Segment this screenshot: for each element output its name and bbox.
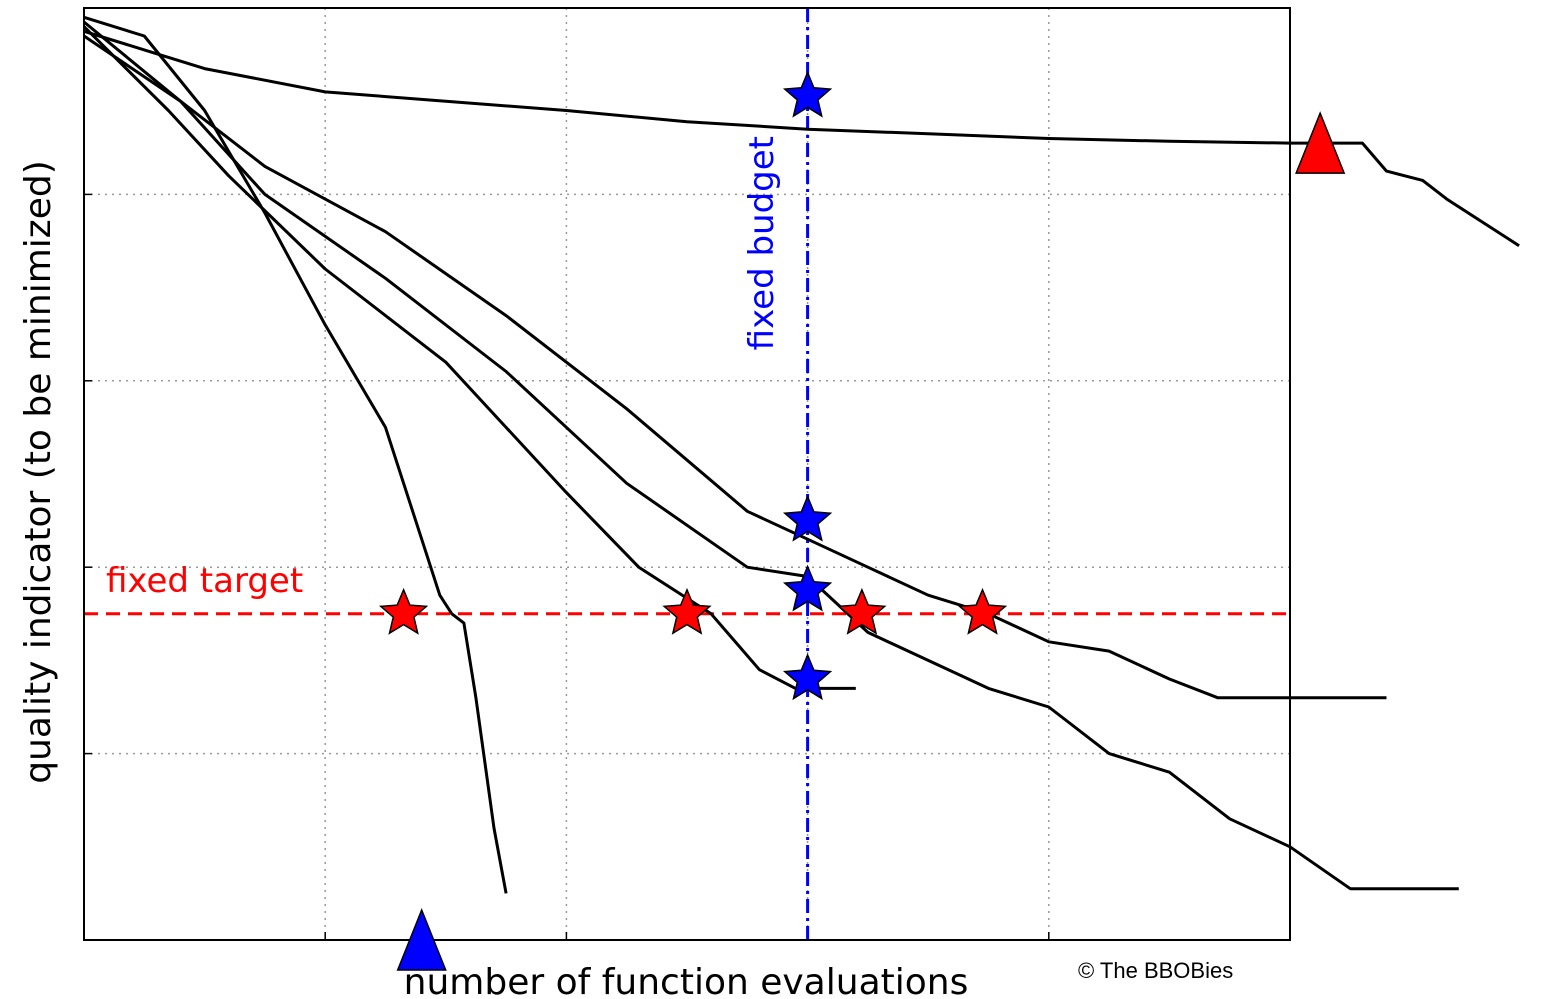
series-line-5 bbox=[83, 20, 1387, 700]
series-line-1 bbox=[83, 29, 1520, 247]
budget-star-marker bbox=[782, 653, 833, 701]
fixed-budget-label: fixed budget bbox=[742, 136, 782, 350]
series-line-2 bbox=[83, 15, 508, 894]
triangle-marker bbox=[1295, 111, 1346, 174]
target-star-marker bbox=[957, 587, 1008, 635]
budget-star-marker bbox=[782, 564, 833, 612]
grid-lines bbox=[84, 8, 1291, 940]
reference-lines bbox=[84, 8, 1290, 940]
y-axis-label: quality indicator (to be minimized) bbox=[18, 160, 59, 783]
target-star-marker bbox=[662, 587, 712, 635]
series-lines bbox=[82, 15, 1520, 894]
target-star-marker bbox=[378, 587, 429, 635]
triangle-marker bbox=[396, 907, 447, 971]
series-line-4 bbox=[83, 34, 1459, 891]
copyright-text: © The BBOBies bbox=[1078, 958, 1234, 983]
x-axis-label: number of function evaluations bbox=[404, 962, 969, 999]
fixed-target-label: fixed target bbox=[106, 561, 303, 601]
plot-frame bbox=[83, 7, 1291, 941]
budget-star-marker bbox=[782, 70, 833, 118]
target-star-marker bbox=[837, 587, 887, 635]
markers bbox=[378, 70, 1346, 971]
budget-star-marker bbox=[782, 494, 833, 542]
